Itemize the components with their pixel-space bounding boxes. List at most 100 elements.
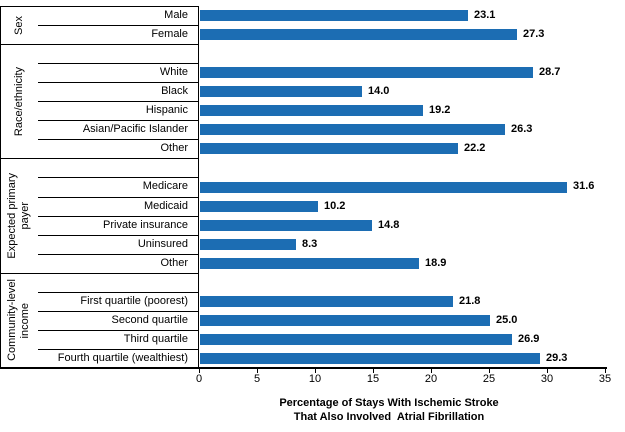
x-tick-label: 30 — [540, 373, 554, 385]
category-separator-line — [38, 291, 199, 293]
x-tick-label: 0 — [195, 373, 203, 385]
x-tick-mark — [373, 369, 374, 373]
x-tick-label: 20 — [424, 373, 438, 385]
x-tick-label: 10 — [308, 373, 322, 385]
category-label: Black — [161, 85, 188, 98]
value-label: 31.6 — [573, 180, 595, 193]
group-label-line: payer — [19, 201, 31, 230]
x-axis-title: Percentage of Stays With Ischemic Stroke… — [199, 396, 579, 424]
bar — [200, 219, 372, 231]
bar — [200, 295, 453, 307]
category-label: First quartile (poorest) — [80, 294, 188, 307]
group-label-line: Community-level — [6, 279, 18, 362]
group-boundary-line — [0, 6, 199, 7]
value-label: 18.9 — [425, 256, 447, 269]
category-label: White — [159, 66, 188, 79]
value-label: 8.3 — [302, 237, 318, 250]
x-axis-line — [0, 367, 607, 369]
group-boundary-line — [0, 272, 199, 274]
category-separator-line — [38, 329, 199, 331]
category-separator-line — [38, 215, 199, 217]
value-label: 29.3 — [546, 351, 568, 364]
x-tick-label: 5 — [253, 373, 261, 385]
value-label: 26.9 — [518, 332, 540, 345]
bar — [200, 238, 296, 250]
x-tick-mark — [199, 369, 200, 373]
category-separator-line — [38, 25, 199, 27]
bar — [200, 200, 318, 212]
category-label: Asian/Pacific Islander — [82, 123, 188, 136]
value-label: 14.8 — [378, 218, 400, 231]
x-tick-mark — [315, 369, 316, 373]
value-label: 25.0 — [496, 313, 518, 326]
category-label: Other — [160, 142, 188, 155]
bar — [200, 67, 533, 79]
category-label: Uninsured — [137, 237, 188, 250]
bar — [200, 124, 505, 136]
value-label: 23.1 — [474, 9, 496, 21]
value-label: 19.2 — [429, 104, 451, 117]
x-axis-title-line2: That Also Involved Atrial Fibrillation — [293, 411, 485, 423]
x-tick-mark — [257, 369, 258, 373]
category-separator-line — [38, 82, 199, 84]
category-label: Fourth quartile (wealthiest) — [57, 351, 188, 364]
category-label: Hispanic — [145, 104, 188, 117]
group-boundary-line — [0, 44, 199, 46]
x-tick-label: 25 — [482, 373, 496, 385]
bar — [200, 257, 419, 269]
group-label: Community-level income — [0, 273, 38, 368]
category-label: Second quartile — [111, 313, 188, 326]
x-tick-mark — [431, 369, 432, 373]
value-label: 14.0 — [368, 85, 390, 98]
bar — [200, 181, 567, 193]
category-separator-line — [38, 253, 199, 255]
bar — [200, 352, 540, 364]
category-separator-line — [38, 234, 199, 236]
category-label: Third quartile — [123, 332, 188, 345]
x-axis-title-line1: Percentage of Stays With Ischemic Stroke — [279, 397, 499, 409]
category-label: Medicaid — [143, 199, 188, 212]
group-label: Expected primary payer — [0, 158, 38, 272]
group-label-line: income — [19, 302, 31, 339]
x-tick-mark — [489, 369, 490, 373]
group-label: Race/ethnicity — [0, 44, 38, 158]
category-separator-line — [38, 348, 199, 350]
group-label: Sex — [0, 6, 38, 44]
left-border-line — [0, 6, 1, 368]
group-label-line: Race/ethnicity — [12, 66, 25, 136]
group-boundary-line — [0, 158, 199, 160]
bar — [200, 29, 517, 41]
value-label: 22.2 — [464, 142, 486, 155]
category-label: Private insurance — [103, 218, 188, 231]
category-separator-line — [38, 177, 199, 179]
category-separator-line — [38, 310, 199, 312]
category-separator-line — [38, 101, 199, 103]
bar — [200, 143, 458, 155]
bar — [200, 10, 468, 22]
bar — [200, 333, 512, 345]
category-label: Female — [151, 28, 188, 41]
value-label: 26.3 — [511, 123, 533, 136]
value-label: 21.8 — [459, 294, 481, 307]
bar — [200, 314, 490, 326]
category-separator-line — [38, 120, 199, 122]
group-label-line: Sex — [12, 15, 25, 35]
value-label: 28.7 — [539, 66, 561, 79]
group-label-line: Expected primary — [6, 172, 18, 259]
category-label: Other — [160, 256, 188, 269]
value-label: 27.3 — [523, 28, 545, 41]
category-axis-line — [198, 6, 199, 368]
category-separator-line — [38, 63, 199, 65]
x-tick-mark — [605, 369, 606, 373]
category-label: Medicare — [142, 180, 188, 193]
x-tick-label: 15 — [366, 373, 380, 385]
value-label: 10.2 — [324, 199, 346, 212]
bar — [200, 105, 423, 117]
category-separator-line — [38, 196, 199, 198]
x-tick-mark — [547, 369, 548, 373]
category-label: Male — [164, 9, 188, 21]
x-tick-label: 35 — [598, 373, 612, 385]
category-separator-line — [38, 139, 199, 141]
bar — [200, 86, 362, 98]
